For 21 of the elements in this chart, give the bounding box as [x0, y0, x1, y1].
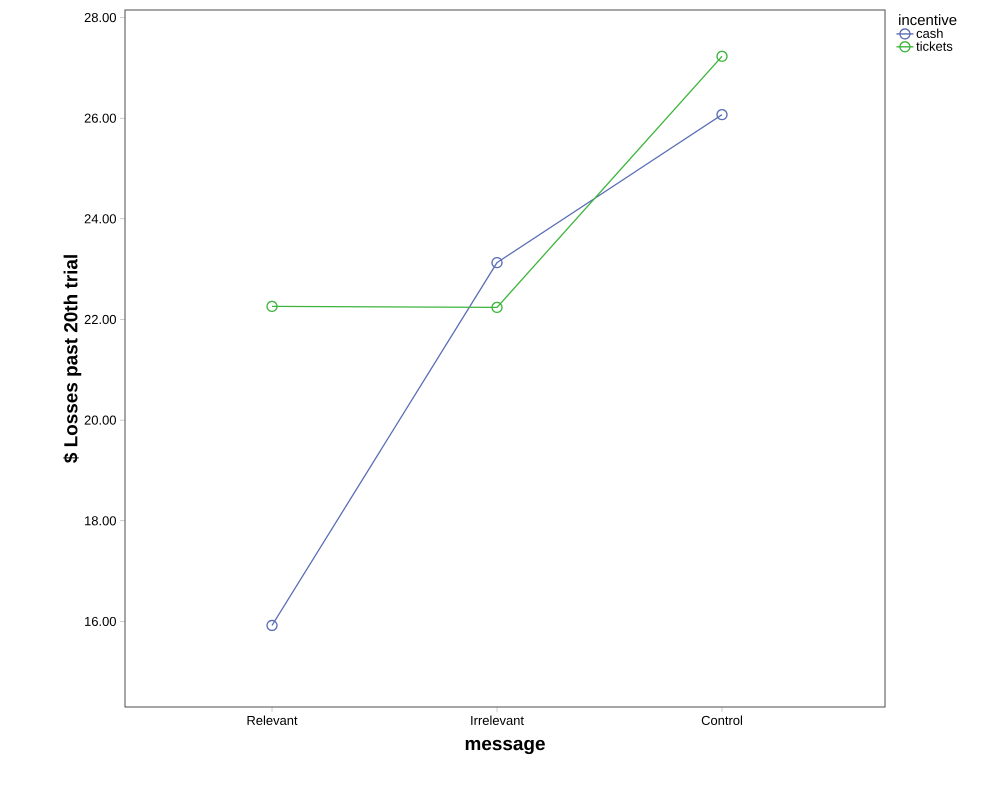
y-tick-label: 28.00: [84, 12, 116, 22]
y-tick-label: 20.00: [84, 416, 116, 425]
y-tick-label: 18.00: [85, 516, 116, 526]
point: [491, 256, 503, 268]
point: [266, 620, 278, 632]
legend-label: tickets: [916, 41, 952, 51]
x-tick-label: Relevant: [248, 715, 298, 726]
y-axis-title: $ Losses past 20th trial: [63, 255, 82, 463]
point: [716, 50, 728, 62]
y-tick-label: 24.00: [84, 214, 116, 224]
y-tick-label: 16.00: [85, 616, 116, 626]
legend-label: cash: [916, 28, 943, 38]
x-axis-title: message: [466, 740, 545, 754]
x-tick-label: Irrelevant: [471, 715, 524, 726]
x-tick-label: Control: [702, 715, 742, 726]
point: [491, 302, 503, 314]
point: [266, 300, 278, 312]
point: [716, 109, 728, 120]
y-tick-label: 22.00: [84, 314, 116, 324]
y-tick-label: 26.00: [84, 114, 116, 123]
legend-title: incentive: [899, 14, 956, 26]
